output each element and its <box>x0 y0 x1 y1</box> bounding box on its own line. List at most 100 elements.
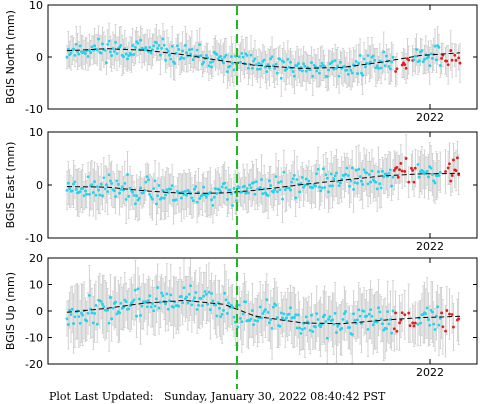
data-point <box>300 175 304 179</box>
y-tick-label: -10 <box>25 232 43 245</box>
data-point <box>190 196 194 200</box>
data-point <box>200 193 204 197</box>
data-point <box>298 68 302 72</box>
data-point <box>225 197 229 201</box>
data-point <box>303 183 307 187</box>
data-point <box>70 189 74 193</box>
recent-point <box>445 309 449 312</box>
y-tick-label: 0 <box>36 305 43 318</box>
data-point <box>116 182 120 186</box>
data-point <box>176 44 179 48</box>
recent-point <box>395 67 399 71</box>
data-point <box>320 61 324 65</box>
recent-point <box>412 324 416 328</box>
data-point <box>206 302 210 306</box>
data-point <box>170 44 174 48</box>
data-point <box>382 175 386 179</box>
data-point <box>183 43 187 47</box>
data-point <box>430 310 434 314</box>
data-point <box>420 49 424 53</box>
data-point <box>168 299 171 303</box>
data-point <box>102 176 106 180</box>
recent-point <box>449 49 453 52</box>
data-point <box>269 57 273 61</box>
data-point <box>279 311 283 315</box>
data-point <box>157 44 161 47</box>
data-point <box>249 186 253 190</box>
data-point <box>131 190 135 194</box>
x-tick-label: 2022 <box>416 240 444 253</box>
data-point <box>275 190 279 194</box>
recent-point <box>395 329 399 333</box>
data-point <box>107 39 111 43</box>
data-point <box>344 172 348 176</box>
data-point <box>179 294 183 298</box>
data-point <box>135 194 139 198</box>
data-point <box>246 66 250 70</box>
data-point <box>222 61 225 65</box>
data-point <box>382 50 386 54</box>
data-point <box>258 305 262 309</box>
data-point <box>415 48 419 51</box>
data-point <box>93 180 97 184</box>
data-point <box>350 71 354 75</box>
data-point <box>366 182 370 186</box>
data-point <box>133 288 137 292</box>
data-point <box>388 67 392 71</box>
y-tick-label: -10 <box>25 103 43 116</box>
data-point <box>423 57 426 61</box>
data-point <box>345 320 349 323</box>
data-point <box>378 182 382 186</box>
data-point <box>433 44 437 48</box>
data-point <box>366 327 370 331</box>
data-point <box>332 177 336 181</box>
data-point <box>331 318 334 322</box>
data-point <box>325 336 329 340</box>
recent-point <box>409 166 413 170</box>
data-point <box>386 310 390 313</box>
data-point <box>264 308 267 312</box>
data-point <box>210 292 213 295</box>
panel-1: -10 0 10 2022 BGIS North (mm) <box>4 0 478 124</box>
data-point <box>241 55 245 59</box>
recent-point <box>445 59 449 63</box>
data-point <box>222 308 225 312</box>
data-point <box>378 310 382 314</box>
x-tick-label: 2022 <box>416 111 444 124</box>
data-point <box>219 190 223 193</box>
data-point <box>87 48 91 52</box>
data-point <box>66 323 70 326</box>
recent-point <box>413 321 417 325</box>
data-point <box>319 325 323 329</box>
data-point <box>252 323 256 327</box>
data-point <box>220 185 224 189</box>
data-point <box>210 198 213 202</box>
data-point <box>106 190 110 194</box>
data-point <box>169 57 173 61</box>
data-point <box>124 52 128 56</box>
data-point <box>93 312 97 315</box>
data-point <box>74 188 78 191</box>
data-point <box>315 69 319 73</box>
data-point <box>416 322 420 326</box>
data-point <box>194 185 198 188</box>
data-point <box>185 193 189 197</box>
data-point <box>77 52 81 56</box>
data-point <box>274 62 278 66</box>
data-point <box>245 187 249 190</box>
data-point <box>73 180 77 184</box>
data-point <box>377 170 380 174</box>
data-point <box>286 57 290 61</box>
data-point <box>307 321 311 325</box>
data-point <box>108 179 112 183</box>
data-point <box>153 179 157 183</box>
data-point <box>427 55 430 59</box>
data-point <box>87 192 91 196</box>
data-point <box>143 188 146 192</box>
data-point <box>131 44 135 47</box>
data-point <box>379 186 383 190</box>
data-point <box>162 43 166 47</box>
recent-point <box>411 168 415 172</box>
data-point <box>216 57 220 61</box>
data-point <box>421 170 425 173</box>
